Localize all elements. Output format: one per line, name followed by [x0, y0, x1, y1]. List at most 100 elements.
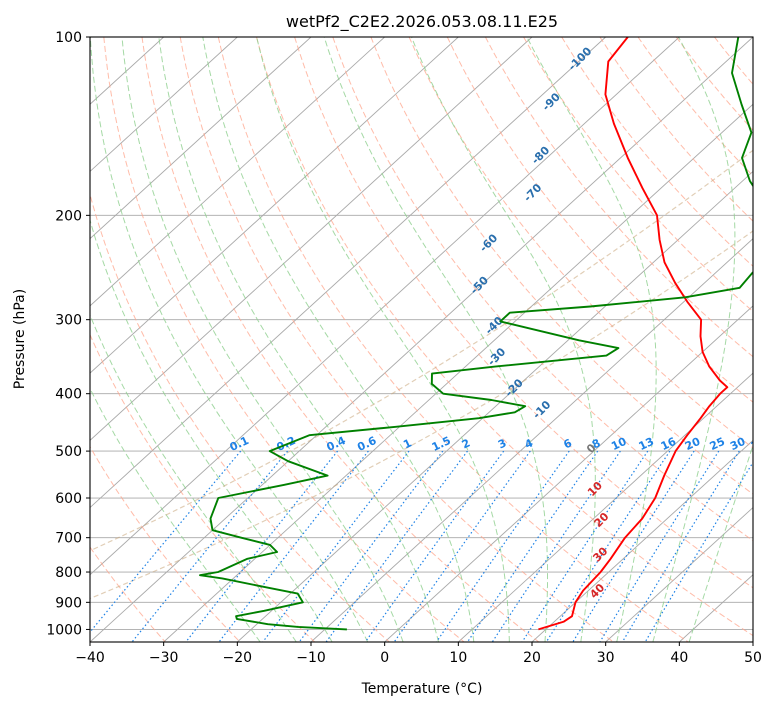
mixing-ratio-line [467, 450, 599, 642]
x-tick-label: 10 [449, 650, 467, 666]
x-tick-label: −10 [296, 650, 326, 666]
moist-adiabat-line [90, 387, 261, 642]
mixing-ratio-label: 20 [683, 435, 703, 453]
moist-adiabat-line [411, 37, 596, 642]
y-tick-label: 700 [55, 531, 82, 547]
dry-adiabat-line [217, 37, 689, 642]
dry-adiabat-lines [90, 37, 753, 642]
profiles [199, 37, 753, 631]
isotherm-line [237, 170, 753, 642]
y-tick-label: 300 [55, 313, 82, 329]
x-tick-label: 50 [744, 650, 762, 666]
mixing-ratio-label: 13 [637, 435, 656, 453]
moist-adiabat-line [256, 37, 510, 642]
dewpoint-profile-line [199, 37, 753, 631]
mixing-ratio-line [185, 450, 339, 642]
moist-adiabat-line [90, 218, 333, 642]
moist-adiabat-lines [90, 37, 753, 642]
mixing-ratio-line [131, 450, 289, 642]
x-axis-ticks: −40 −30 −20 −10 0 10 20 30 40 50 [75, 642, 762, 666]
dry-adiabat-line [637, 37, 753, 177]
dry-adiabat-line [103, 37, 465, 642]
dry-adiabat-line [141, 37, 540, 642]
isotherm-line [605, 506, 753, 642]
isotherm-line [90, 37, 606, 509]
x-tick-label: 40 [670, 650, 688, 666]
dry-adiabat-line [446, 37, 753, 403]
mixing-ratio-line [599, 450, 720, 642]
dry-adiabat-line [90, 333, 316, 642]
y-tick-label: 500 [55, 444, 82, 460]
isotherm-line [90, 37, 459, 374]
isotherm-line [384, 305, 753, 642]
isotherm-line [310, 238, 753, 642]
mixing-ratio-line [621, 450, 740, 642]
isotherm-lines [90, 37, 753, 642]
isotherm-line [531, 439, 753, 642]
mixing-ratio-lines [90, 450, 753, 642]
plot-frame [89, 36, 754, 643]
isotherm-line [90, 37, 533, 441]
isotherm-line [163, 103, 753, 642]
mixing-ratio-label: 30 [728, 435, 748, 453]
iso-curve-line [90, 230, 753, 600]
dry-adiabat-line [256, 37, 753, 637]
isotherm-line [90, 37, 753, 642]
y-tick-label: 400 [55, 387, 82, 403]
mixing-ratio-label: 25 [708, 435, 727, 453]
y-tick-label: 800 [55, 565, 82, 581]
mixing-ratio-line [644, 461, 753, 642]
isotherm-line [90, 37, 680, 576]
isotherm-line [458, 372, 753, 642]
moist-adiabat-line [323, 37, 548, 642]
dry-adiabat-line [523, 37, 753, 313]
isotherm-line [90, 37, 312, 240]
dry-adiabat-line [484, 37, 753, 358]
y-axis-label: Pressure (hPa) [12, 289, 28, 389]
dry-adiabat-line [90, 445, 241, 642]
dry-adiabat-line [370, 37, 753, 495]
y-axis-ticks: 100 200 300 400 500 600 700 800 900 1000 [46, 30, 90, 638]
iso-curves [90, 149, 753, 600]
isobar-lines [90, 37, 753, 630]
temperature-profile-line [538, 37, 729, 631]
mixing-ratio-line [364, 450, 505, 642]
x-tick-label: −20 [223, 650, 253, 666]
y-tick-label: 100 [55, 30, 82, 46]
mixing-ratio-line [218, 450, 369, 642]
dry-adiabat-line [294, 37, 753, 589]
moist-adiabat-line [688, 443, 753, 642]
y-tick-label: 600 [55, 491, 82, 507]
dry-adiabat-line [408, 37, 753, 449]
y-tick-label: 200 [55, 208, 82, 224]
moist-adiabat-line [158, 37, 439, 642]
mixing-ratio-line [435, 450, 570, 642]
moist-adiabat-line [652, 37, 736, 642]
x-tick-label: −40 [75, 650, 105, 666]
moist-adiabat-line [121, 37, 404, 642]
iso-curve-line [90, 149, 753, 552]
moist-adiabat-line [202, 37, 475, 642]
chart-title: wetPf2_C2E2.2026.053.08.11.E25 [286, 12, 558, 32]
mixing-ratio-label: 10 [609, 435, 629, 453]
mixing-ratio-line [298, 450, 444, 642]
mixing-ratio-label: 36 [749, 435, 769, 453]
moist-adiabat-line [90, 313, 297, 642]
y-tick-label: 900 [55, 595, 82, 611]
isotherm-line [90, 37, 385, 307]
dry-adiabat-line [332, 37, 753, 542]
mixing-ratio-line [262, 450, 410, 642]
dry-adiabat-line [179, 37, 614, 642]
x-tick-label: −30 [149, 650, 179, 666]
mixing-ratio-line [572, 450, 695, 642]
x-axis-label: Temperature (°C) [361, 681, 483, 697]
y-tick-label: 1000 [46, 622, 82, 638]
moist-adiabat-line [526, 37, 657, 642]
x-tick-label: 20 [523, 650, 541, 666]
isotherm-line [90, 37, 238, 173]
plot-area: -100-90-80-70-60-50-40-30-20-10010203040… [90, 37, 769, 642]
mixing-ratio-labels: 0.10.20.40.611.52346810131620253036 [228, 434, 769, 454]
x-tick-label: 30 [597, 650, 615, 666]
